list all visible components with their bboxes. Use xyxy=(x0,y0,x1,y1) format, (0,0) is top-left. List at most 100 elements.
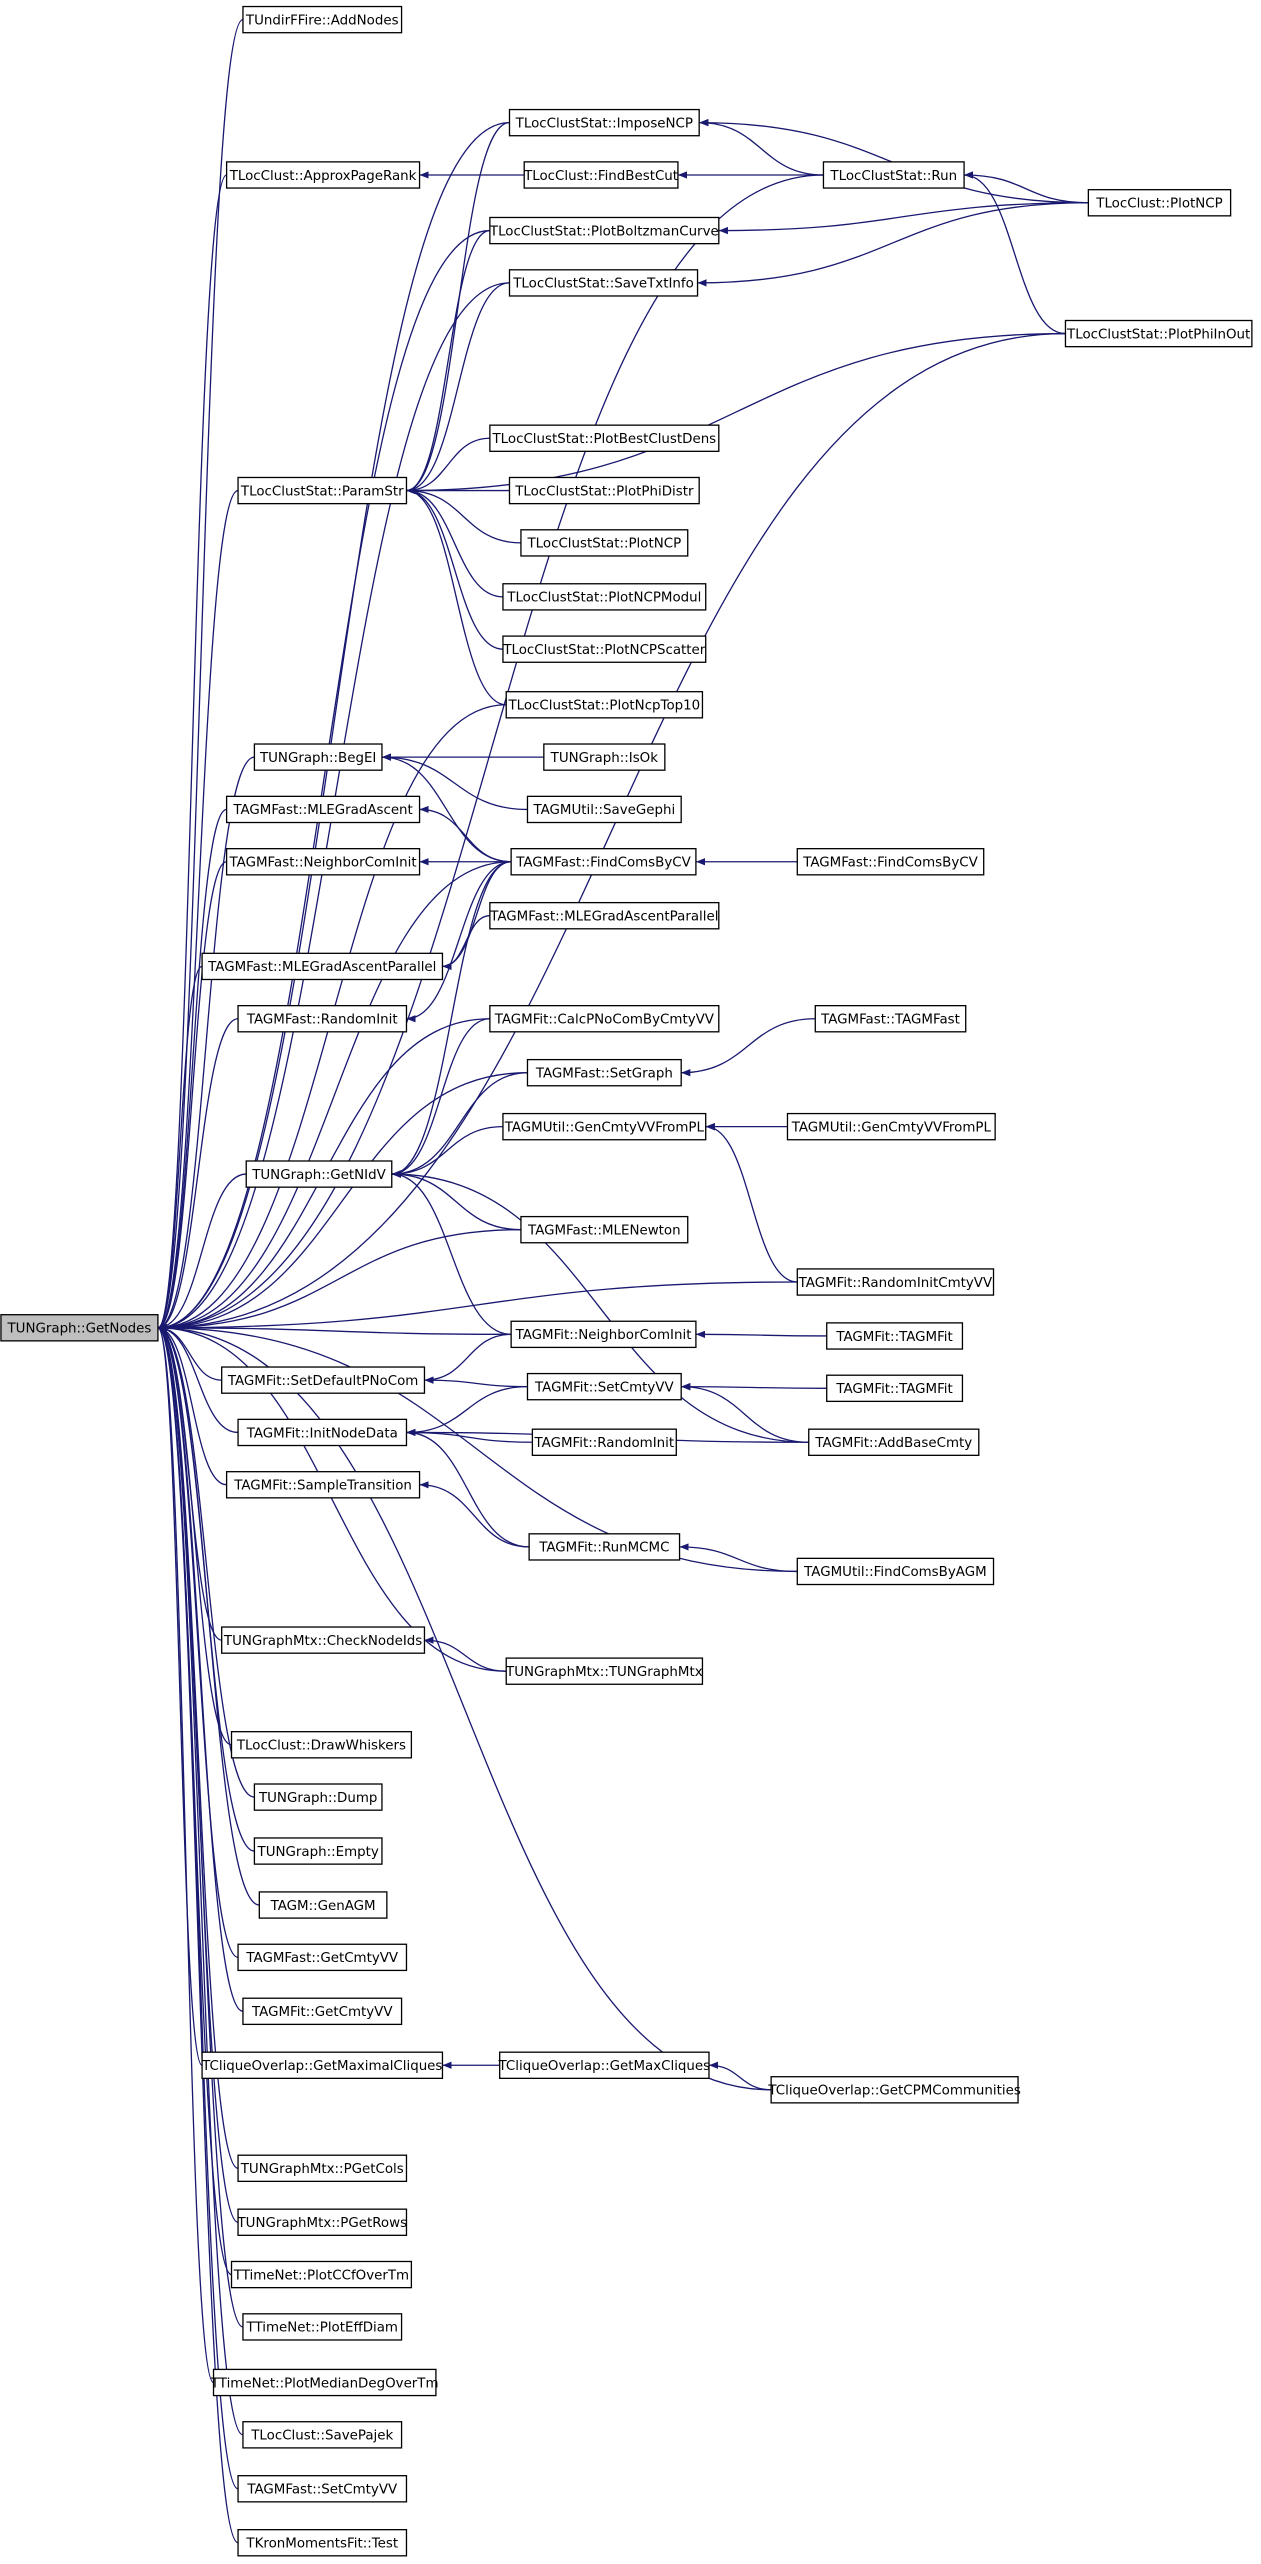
node-box xyxy=(770,2076,1019,2104)
node-box xyxy=(0,1314,159,1342)
function-node: TLocClustStat::PlotBoltzmanCurve xyxy=(489,216,720,245)
node-box xyxy=(822,161,965,189)
call-edge xyxy=(406,229,490,495)
node-label: TLocClustStat::ParamStr xyxy=(240,484,404,499)
node-label: TUNGraph::GetNIdV xyxy=(251,1168,386,1183)
function-node: TAGMFit::TAGMFit xyxy=(826,1374,964,1403)
function-node: TAGMFit::TAGMFit xyxy=(826,1322,964,1350)
node-box xyxy=(201,952,444,981)
call-edge xyxy=(391,1170,521,1231)
node-label: TAGMFit::RunMCMC xyxy=(538,1541,669,1556)
call-edge xyxy=(718,202,1089,235)
function-node: TUNGraphMtx::PGetRows xyxy=(236,2208,408,2236)
call-edge xyxy=(157,1281,798,1332)
node-box xyxy=(528,1533,681,1561)
node-label: TAGMFit::TAGMFit xyxy=(835,1330,952,1345)
function-node: TAGMFast::FindComsByCV xyxy=(796,848,985,876)
call-edge xyxy=(681,1382,809,1443)
function-node: TTimeNet::PlotCCfOverTm xyxy=(230,2260,413,2289)
call-edge xyxy=(157,1018,239,1332)
call-edge xyxy=(406,486,521,544)
node-box xyxy=(520,1215,689,1244)
call-edge xyxy=(406,486,507,706)
function-node: TUNGraph::Dump xyxy=(253,1783,383,1811)
function-node: TKronMomentsFit::Test xyxy=(237,2529,408,2557)
node-box xyxy=(253,1783,383,1811)
node-label: TLocClustStat::SaveTxtInfo xyxy=(512,277,694,292)
node-label: TUNGraphMtx::PGetCols xyxy=(240,2162,404,2177)
node-label: TAGMFit::RandomInit xyxy=(534,1436,675,1451)
node-label: TAGMFast::SetGraph xyxy=(535,1067,673,1082)
node-box xyxy=(502,1112,707,1141)
function-node: TAGMFast::TAGMFast xyxy=(814,1004,967,1033)
call-edge xyxy=(406,332,1066,495)
function-node: TLocClust::DrawWhiskers xyxy=(230,1731,413,1759)
node-box xyxy=(225,161,421,189)
node-box xyxy=(230,2260,413,2289)
function-node: TLocClust::SavePajek xyxy=(242,2421,403,2449)
call-edge xyxy=(419,805,512,863)
call-edge xyxy=(391,1126,503,1178)
node-label: TLocClustStat::Run xyxy=(829,169,957,184)
call-edge xyxy=(406,1428,533,1443)
node-label: TAGMUtil::GenCmtyVVFromPL xyxy=(791,1120,992,1135)
function-node: TUNGraphMtx::PGetCols xyxy=(237,2154,408,2183)
node-box xyxy=(237,476,408,505)
function-node: TLocClustStat::PlotPhiDistr xyxy=(508,476,700,505)
node-label: TLocClustStat::PlotNCP xyxy=(527,537,682,552)
call-edge xyxy=(157,332,1066,1332)
function-node: TLocClustStat::ParamStr xyxy=(237,476,408,505)
node-box xyxy=(523,161,679,189)
node-box xyxy=(808,1428,980,1456)
function-node: TAGMFast::MLEGradAscentParallel xyxy=(489,901,720,930)
call-edge xyxy=(699,118,824,176)
node-box xyxy=(212,2368,437,2397)
function-node: TLocClustStat::ImposeNCP xyxy=(508,108,700,137)
node-label: TAGM::GenAGM xyxy=(270,1899,376,1914)
call-edge xyxy=(157,965,203,1332)
edges xyxy=(157,18,1089,2544)
function-node: TAGMFit::SetCmtyVV xyxy=(526,1372,682,1401)
node-label: TAGMFast::TAGMFast xyxy=(820,1013,960,1028)
node-box xyxy=(526,1058,682,1087)
node-box xyxy=(505,691,704,719)
node-label: TLocClustStat::ImposeNCP xyxy=(515,116,693,131)
node-box xyxy=(510,848,697,876)
node-label: TAGMFast::MLEGradAscent xyxy=(232,803,412,818)
function-node: TAGMUtil::GenCmtyVVFromPL xyxy=(786,1112,996,1141)
node-box xyxy=(826,1322,964,1350)
function-node: TAGMFit::CalcPNoComByCmtyVV xyxy=(489,1004,720,1033)
function-node: TUNGraph::GetNIdV xyxy=(245,1160,393,1188)
node-label: TLocClust::ApproxPageRank xyxy=(229,169,417,184)
node-box xyxy=(526,795,682,824)
function-node: TAGMFast::SetCmtyVV xyxy=(237,2475,408,2503)
node-box xyxy=(1087,189,1232,217)
function-node: TUndirFFire::AddNodes xyxy=(242,5,403,34)
node-box xyxy=(1064,319,1253,348)
call-edge xyxy=(406,1428,530,1548)
function-node: TUNGraph::IsOk xyxy=(543,743,666,771)
function-node: TAGMFit::RandomInitCmtyVV xyxy=(796,1268,995,1296)
node-box xyxy=(242,2421,403,2449)
call-edge xyxy=(157,18,244,1332)
function-node: TUNGraph::GetNodes xyxy=(0,1314,159,1342)
function-node: TLocClust::FindBestCut xyxy=(523,161,679,189)
call-edge xyxy=(157,1324,512,1335)
node-box xyxy=(531,1428,677,1456)
call-edge xyxy=(157,1324,244,2012)
call-edge xyxy=(157,229,490,1332)
function-node: TUNGraphMtx::TUNGraphMtx xyxy=(505,1657,704,1685)
function-node: TAGMFast::FindComsByCV xyxy=(510,848,697,876)
node-label: TAGMUtil::FindComsByAGM xyxy=(803,1565,986,1580)
function-node: TAGMFit::SetDefaultPNoCom xyxy=(221,1366,426,1394)
function-node: TAGMFast::GetCmtyVV xyxy=(237,1943,408,1972)
node-box xyxy=(237,1004,408,1033)
node-label: TLocClustStat::PlotPhiDistr xyxy=(514,484,694,499)
node-label: TCliqueOverlap::GetCPMCommunities xyxy=(767,2084,1020,2099)
node-label: TLocClustStat::PlotBestClustDens xyxy=(492,432,717,447)
node-box xyxy=(221,1626,426,1654)
node-box xyxy=(502,583,707,611)
node-label: TAGMFit::InitNodeData xyxy=(246,1426,398,1441)
node-box xyxy=(508,476,700,505)
